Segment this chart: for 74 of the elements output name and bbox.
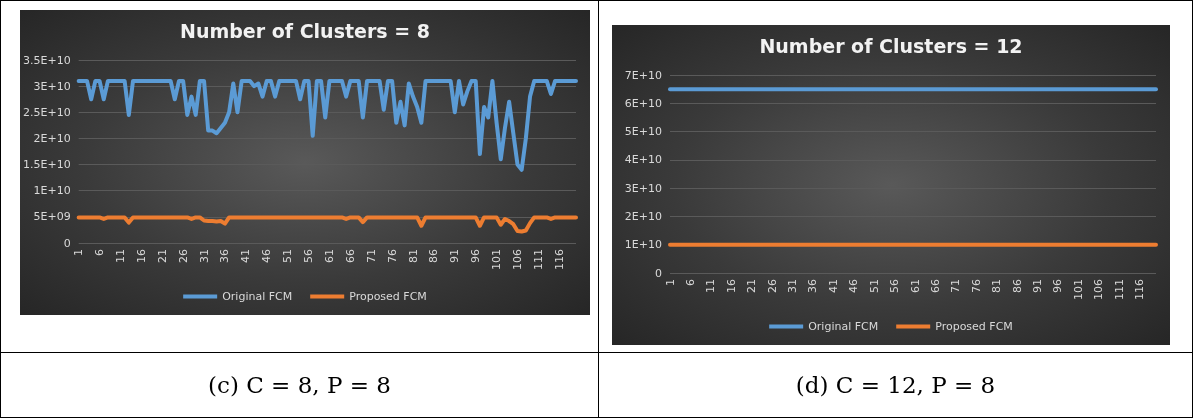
x-tick-label: 56 xyxy=(302,249,316,263)
y-tick-label: 2E+10 xyxy=(33,131,71,145)
x-tick-label: 21 xyxy=(745,279,759,293)
x-tick-label: 116 xyxy=(1133,279,1147,300)
x-tick-label: 81 xyxy=(406,249,420,263)
x-tick-label: 96 xyxy=(1051,279,1065,293)
x-tick-label: 91 xyxy=(448,249,462,263)
x-tick-label: 46 xyxy=(260,249,274,263)
text: (d) C = 12, P = 8 xyxy=(598,352,1193,418)
x-tick-label: 76 xyxy=(969,279,983,293)
legend-label: Proposed FCM xyxy=(349,290,427,303)
x-tick-label: 56 xyxy=(888,279,902,293)
y-tick-label: 1.5E+10 xyxy=(22,158,71,172)
x-tick-label: 41 xyxy=(826,279,840,293)
x-tick-label: 36 xyxy=(218,249,232,263)
x-tick-label: 36 xyxy=(806,279,820,293)
x-tick-label: 11 xyxy=(704,279,718,293)
y-tick-label: 3.5E+10 xyxy=(22,53,71,67)
y-tick-label: 5E+09 xyxy=(33,210,71,224)
x-tick-label: 6 xyxy=(93,249,107,256)
y-tick-label: 2E+10 xyxy=(624,209,662,223)
x-tick-label: 21 xyxy=(155,249,169,263)
text: (c) C = 8, P = 8 xyxy=(0,352,599,418)
legend-label: Proposed FCM xyxy=(935,320,1013,333)
x-tick-label: 46 xyxy=(847,279,861,293)
x-tick-label: 116 xyxy=(552,249,566,270)
y-tick-label: 6E+10 xyxy=(624,96,662,110)
x-tick-label: 51 xyxy=(281,249,295,263)
x-tick-label: 61 xyxy=(908,279,922,293)
chart-title: Number of Clusters = 12 xyxy=(759,34,1023,57)
y-tick-label: 5E+10 xyxy=(624,125,662,139)
x-tick-label: 66 xyxy=(928,279,942,293)
x-tick-label: 76 xyxy=(385,249,399,263)
x-tick-label: 6 xyxy=(683,279,697,286)
x-tick-label: 86 xyxy=(1010,279,1024,293)
y-tick-label: 2.5E+10 xyxy=(22,105,71,119)
x-tick-label: 81 xyxy=(990,279,1004,293)
x-tick-label: 41 xyxy=(239,249,253,263)
x-tick-label: 31 xyxy=(786,279,800,293)
x-tick-label: 101 xyxy=(1071,279,1085,300)
chart-title: Number of Clusters = 8 xyxy=(180,19,430,42)
line-series xyxy=(76,215,578,234)
legend-label: Original FCM xyxy=(808,320,879,333)
x-tick-label: 91 xyxy=(1031,279,1045,293)
x-tick-label: 1 xyxy=(663,279,677,286)
x-tick-label: 106 xyxy=(510,249,524,270)
legend-label: Original FCM xyxy=(222,290,293,303)
x-tick-label: 51 xyxy=(867,279,881,293)
y-tick-label: 0 xyxy=(63,236,71,250)
x-tick-label: 106 xyxy=(1092,279,1106,300)
x-tick-label: 16 xyxy=(724,279,738,293)
y-tick-label: 3E+10 xyxy=(624,181,662,195)
x-tick-label: 1 xyxy=(72,249,86,256)
x-tick-label: 101 xyxy=(490,249,504,270)
x-tick-label: 111 xyxy=(1112,279,1126,300)
x-tick-label: 16 xyxy=(134,249,148,263)
y-tick-label: 0 xyxy=(655,266,662,280)
x-tick-label: 66 xyxy=(343,249,357,263)
x-tick-label: 71 xyxy=(949,279,963,293)
y-tick-label: 3E+10 xyxy=(33,79,71,93)
x-tick-label: 61 xyxy=(322,249,336,263)
x-tick-label: 96 xyxy=(469,249,483,263)
y-tick-label: 7E+10 xyxy=(624,68,662,82)
x-tick-label: 11 xyxy=(113,249,127,263)
y-tick-label: 1E+10 xyxy=(33,184,71,198)
line-series xyxy=(76,78,578,172)
x-tick-label: 26 xyxy=(765,279,779,293)
y-tick-label: 1E+10 xyxy=(624,238,662,252)
x-tick-label: 86 xyxy=(427,249,441,263)
x-tick-label: 71 xyxy=(364,249,378,263)
x-tick-label: 111 xyxy=(531,249,545,270)
x-tick-label: 31 xyxy=(197,249,211,263)
y-tick-label: 4E+10 xyxy=(624,153,662,167)
x-tick-label: 26 xyxy=(176,249,190,263)
